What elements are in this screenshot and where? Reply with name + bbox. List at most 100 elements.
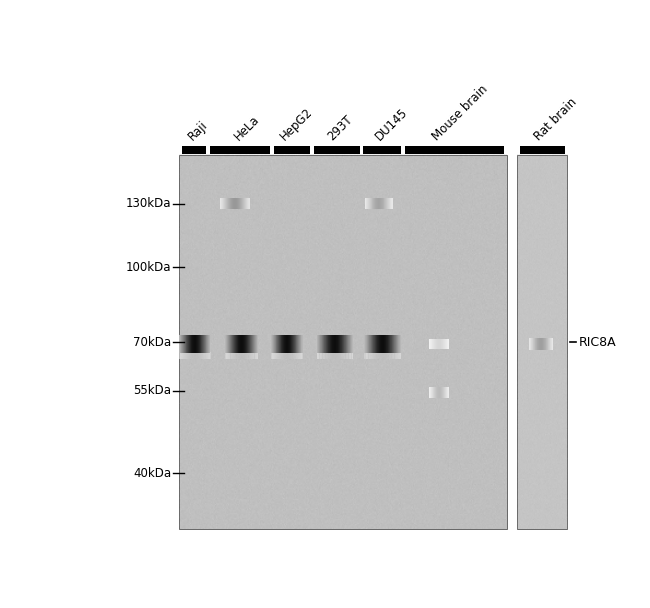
Text: Rat brain: Rat brain	[532, 95, 579, 143]
Bar	[243, 198, 244, 209]
Bar	[366, 198, 367, 209]
Bar	[245, 353, 246, 359]
Bar	[203, 353, 205, 359]
Bar	[384, 198, 385, 209]
Bar	[430, 339, 431, 349]
Bar	[196, 353, 197, 359]
Bar	[369, 198, 370, 209]
Bar	[200, 353, 201, 359]
Bar	[367, 353, 368, 359]
Bar	[287, 353, 289, 359]
Bar	[322, 353, 323, 359]
Bar	[547, 339, 548, 350]
Bar	[539, 339, 540, 350]
Bar	[323, 353, 324, 359]
Bar	[241, 198, 242, 209]
Bar	[242, 353, 243, 359]
Bar	[447, 339, 448, 349]
Bar	[540, 339, 541, 350]
Bar	[222, 198, 223, 209]
Bar	[299, 353, 300, 359]
Bar	[448, 339, 449, 349]
Bar	[281, 353, 283, 359]
Bar	[254, 353, 255, 359]
Bar	[257, 353, 258, 359]
Bar	[248, 198, 249, 209]
Bar	[384, 198, 385, 209]
Bar	[326, 353, 328, 359]
Bar	[350, 353, 351, 359]
Bar	[293, 353, 294, 359]
Bar	[379, 353, 380, 359]
Bar	[296, 353, 298, 359]
Bar	[370, 198, 371, 209]
Bar	[317, 353, 318, 359]
Bar	[387, 353, 389, 359]
Bar	[197, 353, 198, 359]
Bar	[371, 353, 372, 359]
Bar	[229, 198, 230, 209]
Bar	[179, 155, 507, 530]
Bar	[297, 353, 298, 359]
Bar	[185, 353, 187, 359]
Bar	[234, 353, 235, 359]
Bar	[285, 353, 286, 359]
Bar	[352, 353, 354, 359]
Bar	[273, 353, 274, 359]
Text: 40kDa: 40kDa	[133, 467, 172, 480]
Bar	[535, 339, 536, 350]
Bar	[445, 339, 446, 349]
Bar	[191, 353, 192, 359]
Bar	[244, 198, 245, 209]
Bar	[192, 353, 194, 359]
Bar	[393, 353, 394, 359]
Bar	[226, 353, 227, 359]
Bar	[352, 353, 353, 359]
Bar	[391, 353, 392, 359]
Bar	[208, 353, 209, 359]
Bar	[533, 339, 534, 350]
Bar	[368, 198, 369, 209]
Bar	[530, 339, 531, 350]
Bar	[438, 339, 439, 349]
Bar	[347, 353, 348, 359]
Bar	[337, 353, 338, 359]
Bar	[240, 353, 241, 359]
Bar	[370, 353, 372, 359]
Bar	[543, 339, 544, 350]
Bar	[399, 353, 400, 359]
Bar	[230, 198, 231, 209]
Bar	[445, 339, 446, 349]
Bar	[226, 198, 227, 209]
Bar	[381, 353, 382, 359]
Bar	[228, 198, 229, 209]
Bar	[189, 353, 190, 359]
Bar	[386, 198, 387, 209]
Bar	[286, 353, 287, 359]
Bar	[326, 353, 327, 359]
Bar	[294, 353, 295, 359]
Bar	[397, 353, 398, 359]
Bar	[248, 198, 249, 209]
Bar	[375, 198, 376, 209]
Bar	[534, 339, 535, 350]
Text: RIC8A: RIC8A	[578, 336, 616, 348]
Bar	[340, 353, 341, 359]
Bar	[429, 339, 430, 349]
Bar	[365, 353, 367, 359]
Bar	[243, 353, 244, 359]
Bar	[250, 353, 251, 359]
Bar	[282, 353, 283, 359]
Bar	[338, 353, 339, 359]
Bar	[202, 353, 203, 359]
Bar	[441, 339, 442, 349]
Bar	[339, 353, 340, 359]
Bar	[280, 353, 281, 359]
Bar	[330, 353, 332, 359]
Bar	[388, 353, 389, 359]
Bar	[237, 353, 238, 359]
Bar	[210, 145, 270, 154]
Bar	[287, 353, 288, 359]
Bar	[367, 353, 369, 359]
Bar	[300, 353, 302, 359]
